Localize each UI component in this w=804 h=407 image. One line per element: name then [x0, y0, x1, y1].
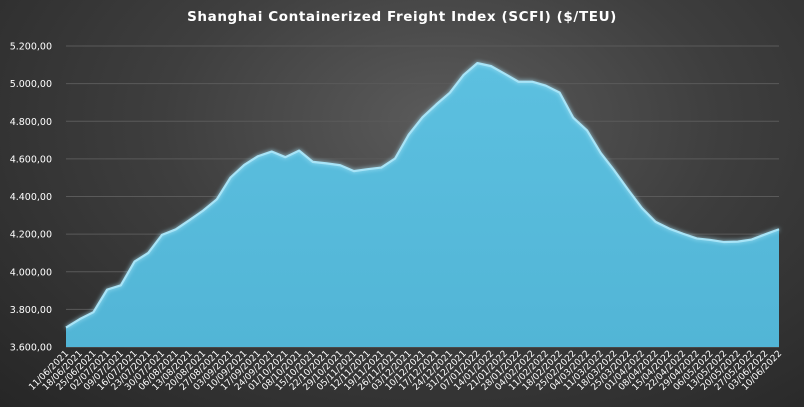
y-tick-label: 5.200,00 — [10, 42, 52, 53]
y-tick-label: 3.800,00 — [10, 305, 52, 316]
series-area — [66, 63, 779, 348]
x-axis: 11/06/202118/06/202125/06/202102/07/2021… — [27, 349, 784, 393]
y-tick-label: 4.600,00 — [10, 154, 52, 165]
y-tick-label: 4.000,00 — [10, 267, 52, 278]
y-tick-label: 4.400,00 — [10, 192, 52, 203]
y-axis: 3.600,00 3.800,00 4.000,00 4.200,00 4.400,00… — [10, 42, 52, 354]
series-layer — [65, 62, 780, 348]
y-tick-label: 3.600,00 — [10, 343, 52, 354]
y-tick-label: 5.000,00 — [10, 79, 52, 90]
chart-title: Shanghai Containerized Freight Index (SC… — [187, 9, 617, 25]
y-tick-label: 4.200,00 — [10, 230, 52, 241]
y-tick-label: 4.800,00 — [10, 117, 52, 128]
